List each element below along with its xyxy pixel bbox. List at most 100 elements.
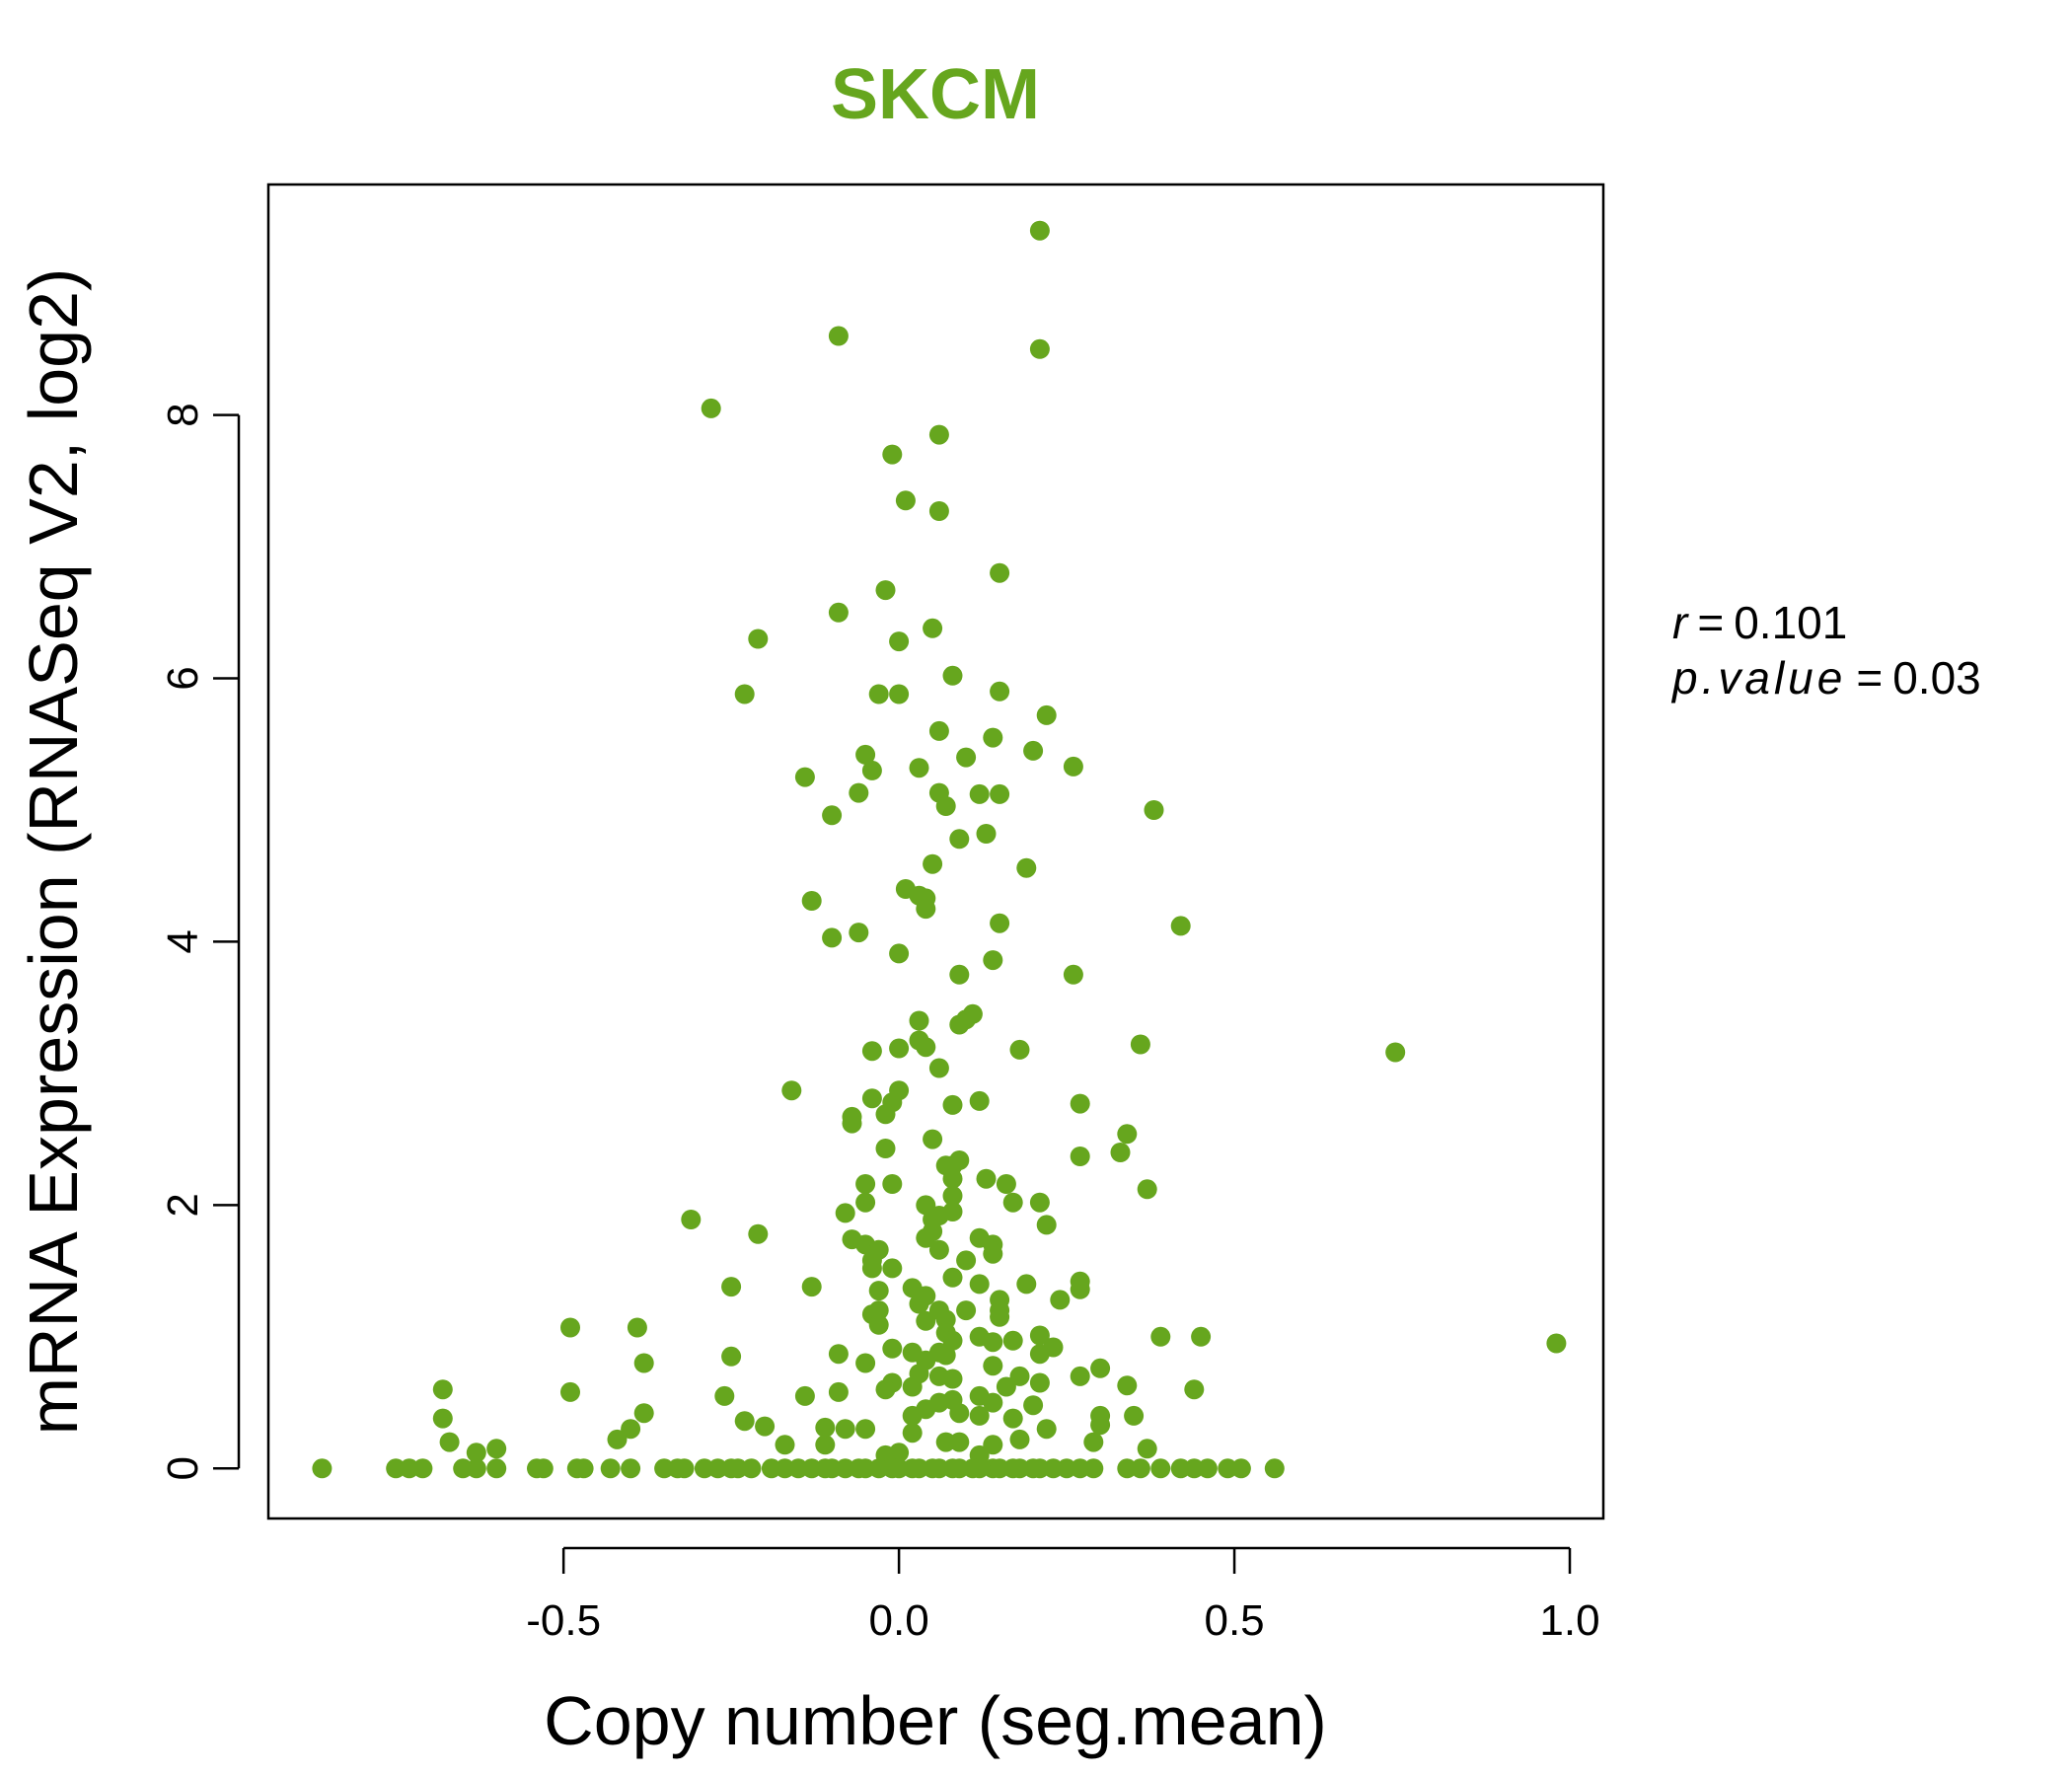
data-point xyxy=(1036,1419,1057,1440)
data-point xyxy=(533,1458,554,1479)
data-point xyxy=(923,618,943,638)
data-point xyxy=(1029,1192,1050,1213)
data-point xyxy=(928,501,949,521)
data-point xyxy=(815,1417,836,1438)
data-point xyxy=(1009,1039,1030,1060)
data-point xyxy=(990,681,1010,702)
data-point xyxy=(996,1376,1016,1397)
data-point xyxy=(861,1088,882,1109)
data-point xyxy=(949,1432,970,1452)
data-point xyxy=(1264,1458,1285,1479)
data-point xyxy=(1070,1093,1090,1114)
data-point xyxy=(1385,1042,1406,1063)
data-point xyxy=(875,1104,896,1125)
data-point xyxy=(942,1094,963,1115)
data-point xyxy=(928,424,949,445)
data-point xyxy=(1117,1124,1138,1145)
stat-p-value: 0.03 xyxy=(1892,652,1981,703)
data-point xyxy=(828,326,849,346)
data-point xyxy=(916,1037,936,1058)
data-point xyxy=(956,747,977,768)
data-point xyxy=(1029,1344,1050,1365)
stat-r-value: 0.101 xyxy=(1734,597,1847,648)
data-point xyxy=(1184,1379,1205,1400)
data-point xyxy=(701,398,721,418)
data-point xyxy=(983,950,1003,971)
data-point xyxy=(1016,857,1037,878)
data-point xyxy=(889,684,910,704)
data-point xyxy=(801,891,822,911)
data-point xyxy=(916,1227,936,1248)
data-point xyxy=(1117,1375,1138,1396)
data-point xyxy=(432,1379,453,1400)
data-point xyxy=(755,1416,776,1437)
data-point xyxy=(949,1403,970,1424)
data-point xyxy=(1063,964,1083,985)
y-axis-label: mRNA Expression (RNASeq V2, log2) xyxy=(15,268,92,1436)
data-point xyxy=(721,1277,742,1297)
data-point xyxy=(855,1353,876,1373)
y-tick-label: 4 xyxy=(159,929,207,953)
data-point xyxy=(990,562,1010,583)
data-point xyxy=(889,943,910,964)
data-point xyxy=(1144,800,1164,820)
data-point xyxy=(976,824,997,844)
data-point xyxy=(895,490,916,511)
x-axis: -0.5 0.0 0.5 1.0 xyxy=(526,1546,1600,1645)
data-point xyxy=(1050,1290,1071,1310)
y-axis: 0 2 4 6 8 xyxy=(159,403,241,1481)
data-point xyxy=(956,1250,977,1271)
data-point xyxy=(1002,1330,1023,1351)
data-point xyxy=(674,1458,695,1479)
data-point xyxy=(607,1429,628,1449)
data-point xyxy=(928,720,949,741)
data-point xyxy=(781,1080,802,1101)
x-axis-label: Copy number (seg.mean) xyxy=(544,1682,1327,1759)
data-point xyxy=(956,1300,977,1321)
data-point xyxy=(1029,1325,1050,1346)
data-point xyxy=(1150,1458,1171,1479)
data-point xyxy=(828,1381,849,1402)
data-point xyxy=(849,923,869,943)
data-point xyxy=(1029,338,1050,359)
data-point xyxy=(432,1408,453,1429)
data-point xyxy=(828,1344,849,1365)
data-point xyxy=(942,1168,963,1189)
stat-r-label: r xyxy=(1672,597,1689,648)
data-point xyxy=(882,1338,903,1359)
data-point xyxy=(621,1419,641,1440)
data-point xyxy=(734,1411,755,1432)
data-point xyxy=(1090,1358,1111,1378)
data-point xyxy=(1130,1034,1150,1055)
data-point xyxy=(1002,1408,1023,1429)
data-point xyxy=(855,744,876,765)
data-point xyxy=(466,1458,486,1479)
data-point xyxy=(1230,1458,1251,1479)
x-tick-label: 0.5 xyxy=(1204,1596,1264,1645)
data-point xyxy=(935,796,956,816)
data-point xyxy=(1036,1215,1057,1235)
data-point xyxy=(909,758,929,778)
data-point xyxy=(466,1443,486,1463)
data-point xyxy=(822,927,843,948)
data-point xyxy=(1137,1179,1157,1200)
data-point xyxy=(1002,1192,1023,1213)
data-point xyxy=(1124,1405,1145,1426)
data-point xyxy=(748,629,769,649)
data-point xyxy=(794,767,815,787)
data-point xyxy=(835,1419,855,1440)
data-point xyxy=(990,1306,1010,1327)
data-point xyxy=(969,1274,990,1295)
data-point xyxy=(1170,916,1191,936)
data-point xyxy=(1070,1147,1090,1166)
data-point xyxy=(983,727,1003,748)
data-point xyxy=(861,1041,882,1062)
data-point xyxy=(1137,1439,1157,1459)
data-point xyxy=(868,1314,889,1335)
data-point xyxy=(875,580,896,601)
stat-p-label: p.value xyxy=(1670,652,1846,703)
data-point xyxy=(942,1186,963,1206)
data-point xyxy=(868,1281,889,1301)
data-point xyxy=(969,1405,990,1426)
data-point xyxy=(621,1458,641,1479)
